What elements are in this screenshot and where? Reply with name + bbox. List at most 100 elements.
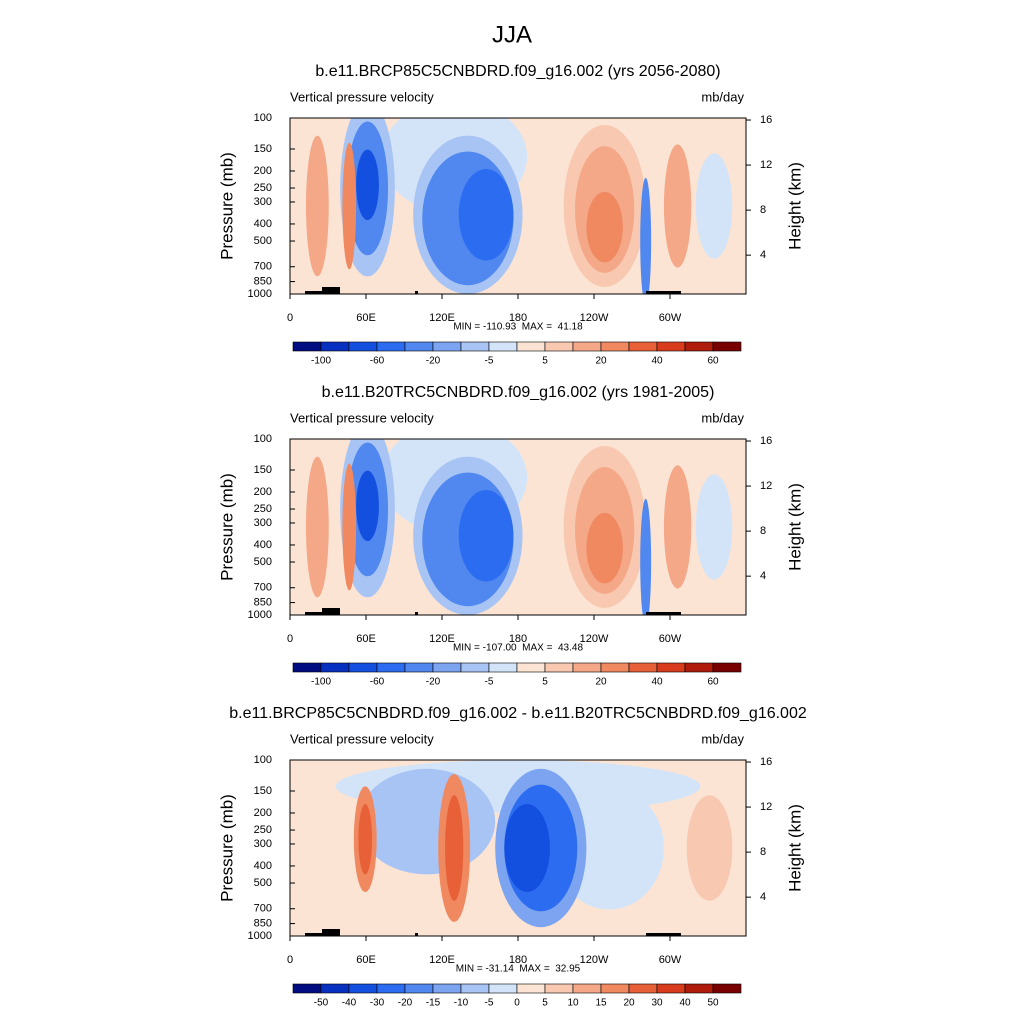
colorbar-box <box>656 341 686 352</box>
y-tick-label: 1000 <box>248 288 272 300</box>
y-tick-label: 1000 <box>248 609 272 621</box>
colorbar-box <box>628 341 658 352</box>
field-region <box>358 768 496 875</box>
colorbar-box <box>292 341 322 352</box>
x-tick-label: 120E <box>429 312 455 324</box>
field-region <box>356 149 379 221</box>
colorbar-box <box>572 341 602 352</box>
colorbar-box <box>656 662 686 673</box>
y2-tick-label: 12 <box>760 801 772 813</box>
x-tick-label: 120W <box>580 312 609 324</box>
colorbar-label: -100 <box>311 677 331 688</box>
colorbar-label: -100 <box>311 356 331 367</box>
topography <box>415 612 418 615</box>
field-region <box>358 804 373 875</box>
colorbar-box <box>600 341 630 352</box>
panel-title: b.e11.BRCP85C5CNBDRD.f09_g16.002 - b.e11… <box>229 705 807 722</box>
y-axis-title: Pressure (mb) <box>217 473 236 581</box>
colorbar-box <box>572 983 602 994</box>
colorbar-label: -5 <box>485 677 494 688</box>
colorbar-box <box>348 662 378 673</box>
field-region <box>695 153 733 259</box>
x-tick-label: 120W <box>580 633 609 645</box>
colorbar-label: 50 <box>707 998 719 1009</box>
colorbar-box <box>656 983 686 994</box>
y-tick-label: 300 <box>254 196 272 208</box>
colorbar-box <box>348 341 378 352</box>
colorbar-box <box>544 341 574 352</box>
colorbar-box <box>376 983 406 994</box>
colorbar-box <box>684 662 714 673</box>
colorbar-box <box>376 341 406 352</box>
y-tick-label: 200 <box>254 165 272 177</box>
field-region <box>342 463 357 591</box>
colorbar-label: -60 <box>370 356 385 367</box>
colorbar-box <box>628 662 658 673</box>
colorbar-label: 20 <box>623 998 635 1009</box>
field-region <box>586 512 623 584</box>
topography <box>646 291 681 294</box>
colorbar-box <box>432 983 462 994</box>
colorbar-label: 0 <box>514 998 520 1009</box>
field-region <box>445 795 464 901</box>
colorbar-label: 40 <box>651 356 663 367</box>
colorbar-label: 15 <box>595 998 607 1009</box>
colorbar-label: -15 <box>426 998 441 1009</box>
colorbar-box <box>488 983 518 994</box>
colorbar-box <box>600 662 630 673</box>
colorbar-label: -5 <box>485 998 494 1009</box>
field-region <box>640 498 652 615</box>
colorbar-box <box>376 662 406 673</box>
y-tick-label: 150 <box>254 785 272 797</box>
x-tick-label: 60E <box>356 312 376 324</box>
y-tick-label: 200 <box>254 486 272 498</box>
topography <box>322 929 340 936</box>
colorbar-box <box>404 983 434 994</box>
y2-tick-label: 16 <box>760 114 772 126</box>
colorbar-box <box>628 983 658 994</box>
x-tick-label: 180 <box>509 312 527 324</box>
y2-tick-label: 4 <box>760 891 766 903</box>
colorbar-box <box>544 983 574 994</box>
y-tick-label: 700 <box>254 582 272 594</box>
y-tick-label: 300 <box>254 838 272 850</box>
y2-axis-title: Height (km) <box>785 483 804 571</box>
y-tick-label: 850 <box>254 596 272 608</box>
colorbar-label: -10 <box>454 998 469 1009</box>
y-tick-label: 150 <box>254 143 272 155</box>
x-tick-label: 0 <box>287 633 293 645</box>
colorbar-box <box>460 341 490 352</box>
y-tick-label: 700 <box>254 903 272 915</box>
x-tick-label: 120W <box>580 954 609 966</box>
colorbar-label: 20 <box>595 356 607 367</box>
right-label: mb/day <box>701 731 744 746</box>
y-tick-label: 100 <box>254 433 272 445</box>
colorbar-box <box>320 983 350 994</box>
right-label: mb/day <box>701 410 744 425</box>
field-region <box>342 142 357 270</box>
x-tick-label: 60E <box>356 954 376 966</box>
y-tick-label: 250 <box>254 824 272 836</box>
y2-axis-title: Height (km) <box>785 162 804 250</box>
y2-tick-label: 4 <box>760 249 766 261</box>
x-tick-label: 60W <box>659 633 682 645</box>
field-region <box>305 456 329 598</box>
y-tick-label: 150 <box>254 464 272 476</box>
colorbar-label: 10 <box>567 998 579 1009</box>
topography <box>646 933 681 936</box>
colorbar-label: -20 <box>426 356 441 367</box>
left-label: Vertical pressure velocity <box>290 410 434 425</box>
colorbar-box <box>488 341 518 352</box>
left-label: Vertical pressure velocity <box>290 89 434 104</box>
x-tick-label: 120E <box>429 954 455 966</box>
field-region <box>305 135 329 277</box>
y2-axis-title: Height (km) <box>785 804 804 892</box>
colorbar-label: 40 <box>651 677 663 688</box>
y-tick-label: 850 <box>254 275 272 287</box>
topography <box>646 612 681 615</box>
colorbar-box <box>684 983 714 994</box>
y-tick-label: 850 <box>254 917 272 929</box>
stats: MIN = -107.00 MAX = 43.48 <box>453 643 584 654</box>
y-tick-label: 400 <box>254 860 272 872</box>
